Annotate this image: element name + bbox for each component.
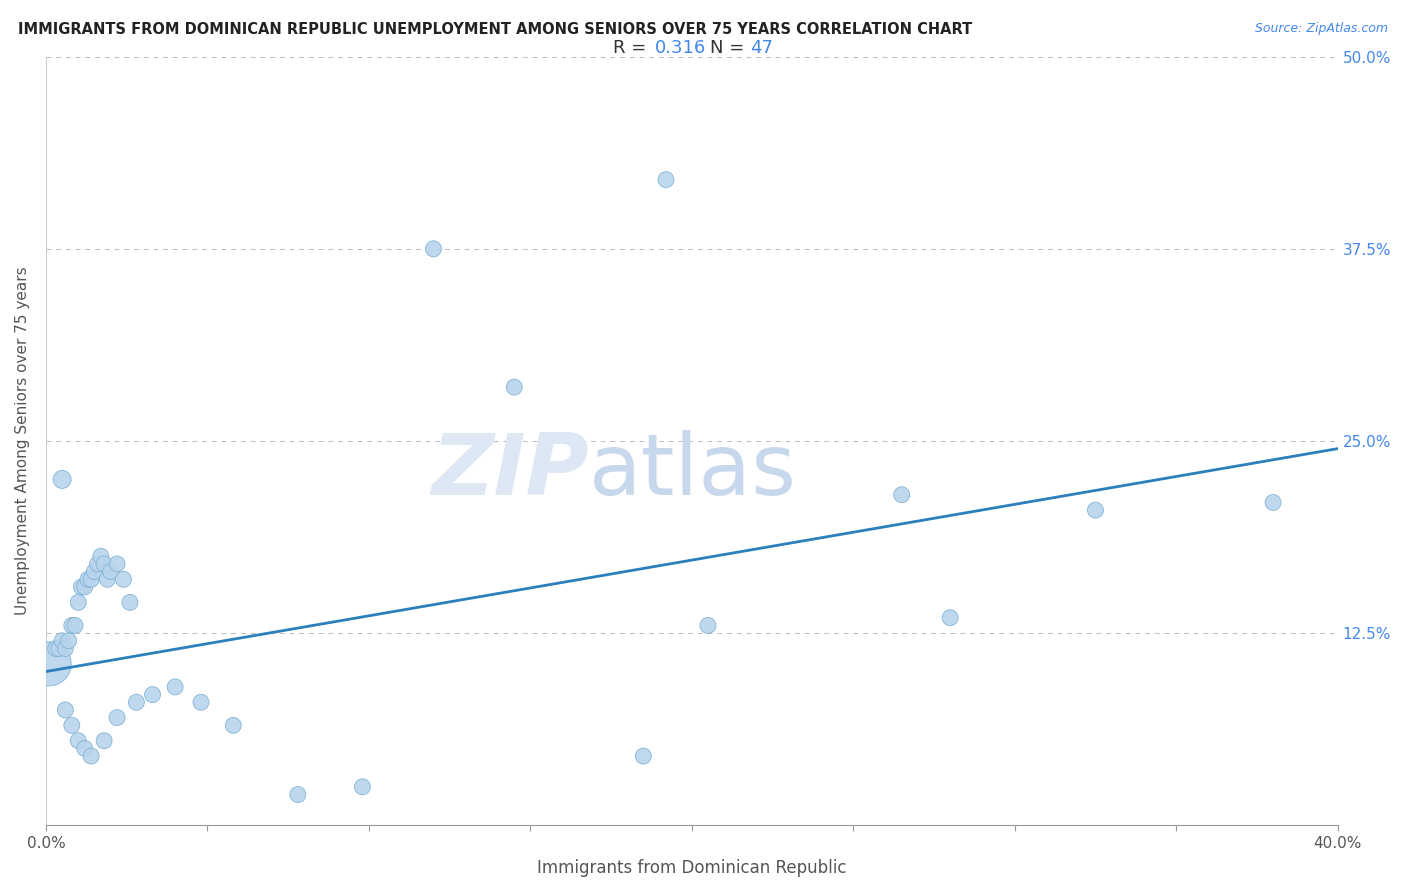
Point	[125, 695, 148, 709]
Point	[222, 718, 245, 732]
Point	[73, 580, 96, 594]
Point	[655, 172, 678, 186]
Point	[697, 618, 720, 632]
Point	[141, 688, 163, 702]
Point	[77, 572, 100, 586]
Point	[58, 633, 80, 648]
X-axis label: Immigrants from Dominican Republic: Immigrants from Dominican Republic	[537, 859, 846, 877]
Point	[51, 633, 73, 648]
Point	[67, 595, 90, 609]
Point	[503, 380, 526, 394]
Point	[93, 557, 115, 571]
Point	[70, 580, 93, 594]
Point	[80, 749, 103, 764]
Point	[60, 718, 83, 732]
Point	[48, 641, 70, 656]
Point	[100, 565, 122, 579]
Point	[96, 572, 118, 586]
Point	[190, 695, 212, 709]
Y-axis label: Unemployment Among Seniors over 75 years: Unemployment Among Seniors over 75 years	[15, 267, 30, 615]
Text: atlas: atlas	[589, 430, 796, 513]
Point	[67, 733, 90, 747]
Text: 47: 47	[751, 38, 773, 57]
Point	[890, 488, 912, 502]
Point	[352, 780, 374, 794]
Point	[939, 611, 962, 625]
Point	[80, 572, 103, 586]
Point	[112, 572, 135, 586]
Text: N =: N =	[710, 38, 749, 57]
Point	[51, 472, 73, 486]
Point	[165, 680, 187, 694]
Point	[83, 565, 105, 579]
Text: R =: R =	[613, 38, 652, 57]
Point	[93, 733, 115, 747]
Point	[105, 711, 128, 725]
Point	[53, 641, 76, 656]
Point	[633, 749, 655, 764]
Point	[73, 741, 96, 756]
Text: 0.316: 0.316	[655, 38, 706, 57]
Text: ZIP: ZIP	[430, 430, 589, 513]
Point	[422, 242, 444, 256]
Point	[90, 549, 112, 564]
Point	[105, 557, 128, 571]
Point	[53, 703, 76, 717]
Point	[86, 557, 108, 571]
Point	[60, 618, 83, 632]
Point	[63, 618, 86, 632]
Point	[118, 595, 141, 609]
Point	[1261, 495, 1284, 509]
Point	[38, 657, 60, 671]
Text: IMMIGRANTS FROM DOMINICAN REPUBLIC UNEMPLOYMENT AMONG SENIORS OVER 75 YEARS CORR: IMMIGRANTS FROM DOMINICAN REPUBLIC UNEMP…	[18, 22, 973, 37]
Point	[287, 788, 309, 802]
Point	[1084, 503, 1107, 517]
Text: Source: ZipAtlas.com: Source: ZipAtlas.com	[1254, 22, 1388, 36]
Point	[45, 641, 67, 656]
